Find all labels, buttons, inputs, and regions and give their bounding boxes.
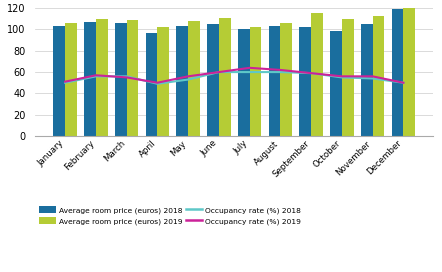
Bar: [392, 9, 404, 136]
Bar: [65, 23, 77, 136]
Bar: [342, 19, 354, 136]
Bar: [373, 16, 385, 136]
Bar: [269, 26, 280, 136]
Bar: [280, 23, 292, 136]
Bar: [126, 20, 138, 136]
Bar: [330, 30, 342, 136]
Bar: [219, 18, 231, 136]
Bar: [84, 22, 96, 136]
Bar: [176, 26, 188, 136]
Bar: [146, 33, 157, 136]
Bar: [207, 24, 219, 136]
Bar: [250, 27, 261, 136]
Bar: [157, 27, 169, 136]
Bar: [238, 29, 250, 136]
Bar: [115, 23, 126, 136]
Bar: [299, 27, 311, 136]
Legend: Average room price (euros) 2018, Average room price (euros) 2019, Occupancy rate: Average room price (euros) 2018, Average…: [39, 206, 301, 225]
Bar: [361, 24, 373, 136]
Bar: [188, 21, 200, 136]
Bar: [404, 8, 415, 136]
Bar: [96, 19, 107, 136]
Bar: [53, 26, 65, 136]
Bar: [311, 14, 323, 136]
